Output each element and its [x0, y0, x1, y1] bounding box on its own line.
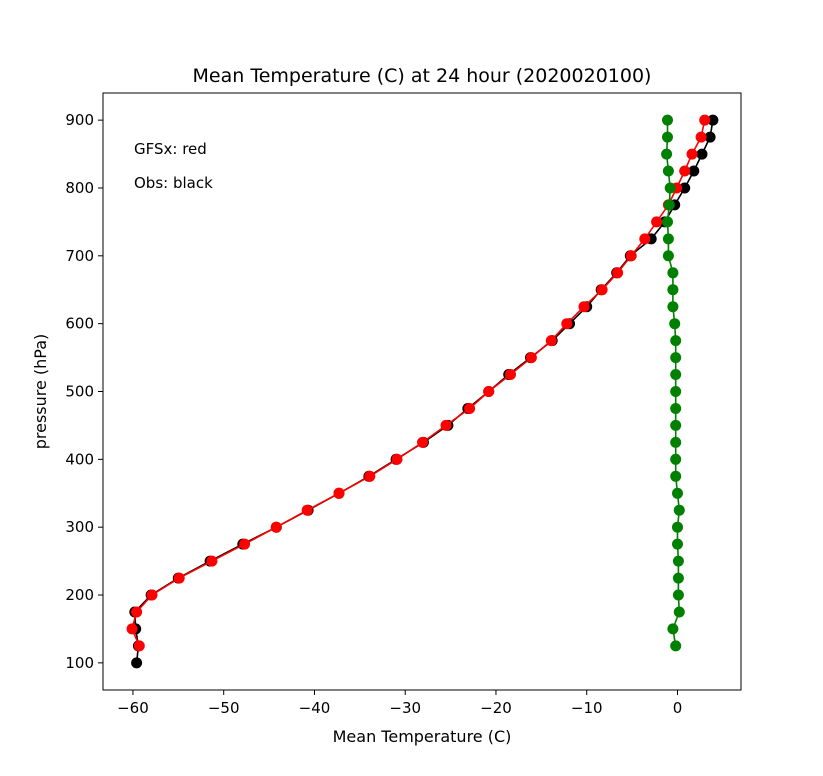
data-point [670, 453, 682, 465]
series-1 [126, 114, 711, 652]
data-point [695, 131, 707, 143]
data-point [270, 521, 282, 533]
data-point [578, 301, 590, 313]
data-point [651, 216, 663, 228]
data-point [670, 403, 682, 414]
data-point [661, 148, 673, 160]
x-axis-ticks: −60 −50 −40 −30 −20 −10 0 [117, 690, 682, 717]
data-point [561, 318, 573, 330]
data-point [639, 233, 651, 245]
series-layer [126, 114, 719, 669]
data-point [131, 657, 143, 669]
data-point [391, 453, 403, 465]
axes-frame [102, 92, 742, 691]
y-tick-label: 100 [65, 654, 94, 672]
data-point [625, 250, 637, 262]
data-point [672, 555, 684, 567]
data-point [664, 182, 676, 194]
data-point [206, 555, 218, 567]
data-point [670, 369, 682, 380]
data-point [662, 165, 674, 177]
y-tick-label: 600 [65, 315, 94, 333]
data-point [670, 386, 682, 397]
data-point [686, 148, 698, 160]
data-point [667, 267, 679, 279]
data-point [673, 504, 685, 516]
data-point [670, 470, 682, 482]
data-point [670, 335, 682, 347]
data-point [672, 521, 683, 533]
data-point [679, 165, 691, 177]
data-point [672, 487, 683, 499]
y-tick-label: 400 [65, 450, 94, 468]
data-point [131, 606, 143, 618]
data-point [364, 470, 376, 482]
data-point [667, 284, 679, 296]
data-point [670, 640, 682, 652]
data-point [672, 589, 684, 601]
y-tick-label: 300 [65, 518, 94, 536]
data-point [612, 267, 624, 279]
series-2 [661, 114, 685, 652]
data-point [483, 386, 495, 397]
x-tick-label: −30 [389, 699, 421, 717]
data-point [667, 623, 679, 635]
annotation-obs: Obs: black [134, 174, 213, 192]
plot-area [103, 93, 741, 690]
data-point [505, 369, 516, 380]
data-point [662, 114, 673, 126]
data-point [173, 572, 185, 584]
x-tick-label: −10 [571, 699, 603, 717]
data-point [673, 606, 685, 618]
data-point [669, 318, 681, 330]
axes-background [103, 93, 741, 690]
x-axis-label: Mean Temperature (C) [333, 727, 512, 746]
x-tick-label: −50 [208, 699, 240, 717]
data-point [146, 589, 158, 601]
data-point [662, 216, 673, 228]
data-point [672, 538, 683, 550]
data-point [679, 182, 691, 194]
y-tick-label: 700 [65, 247, 94, 265]
data-point [525, 352, 537, 364]
data-point [662, 131, 673, 143]
y-tick-label: 900 [65, 111, 94, 129]
y-axis-label: pressure (hPa) [31, 334, 50, 450]
data-point [707, 114, 719, 126]
x-tick-label: −20 [480, 699, 512, 717]
x-tick-label: −40 [299, 699, 331, 717]
chart-title: Mean Temperature (C) at 24 hour (2020020… [193, 65, 652, 87]
data-point [545, 335, 557, 347]
y-tick-label: 500 [65, 383, 94, 401]
data-point [239, 538, 251, 550]
x-tick-label: 0 [673, 699, 683, 717]
data-point [126, 623, 138, 635]
data-point [672, 572, 684, 584]
data-point [133, 640, 145, 652]
data-point [699, 114, 711, 126]
data-point [667, 301, 679, 313]
data-point [704, 131, 716, 143]
data-point [688, 165, 700, 177]
data-point [662, 233, 674, 245]
data-point [670, 352, 682, 364]
data-point [417, 436, 428, 448]
data-point [301, 504, 313, 516]
data-point [670, 419, 682, 431]
data-point [333, 487, 345, 499]
annotation-gfsx: GFSx: red [134, 140, 207, 158]
data-point [596, 284, 608, 296]
y-axis-ticks: 100 200 300 400 500 600 700 800 900 [65, 111, 103, 672]
data-point [670, 436, 682, 448]
data-point [440, 419, 452, 431]
data-point [662, 250, 674, 262]
data-point [663, 199, 675, 211]
data-point [696, 148, 708, 160]
y-tick-label: 200 [65, 586, 94, 604]
data-point [464, 403, 476, 414]
y-tick-label: 800 [65, 179, 94, 197]
x-tick-label: −60 [117, 699, 149, 717]
